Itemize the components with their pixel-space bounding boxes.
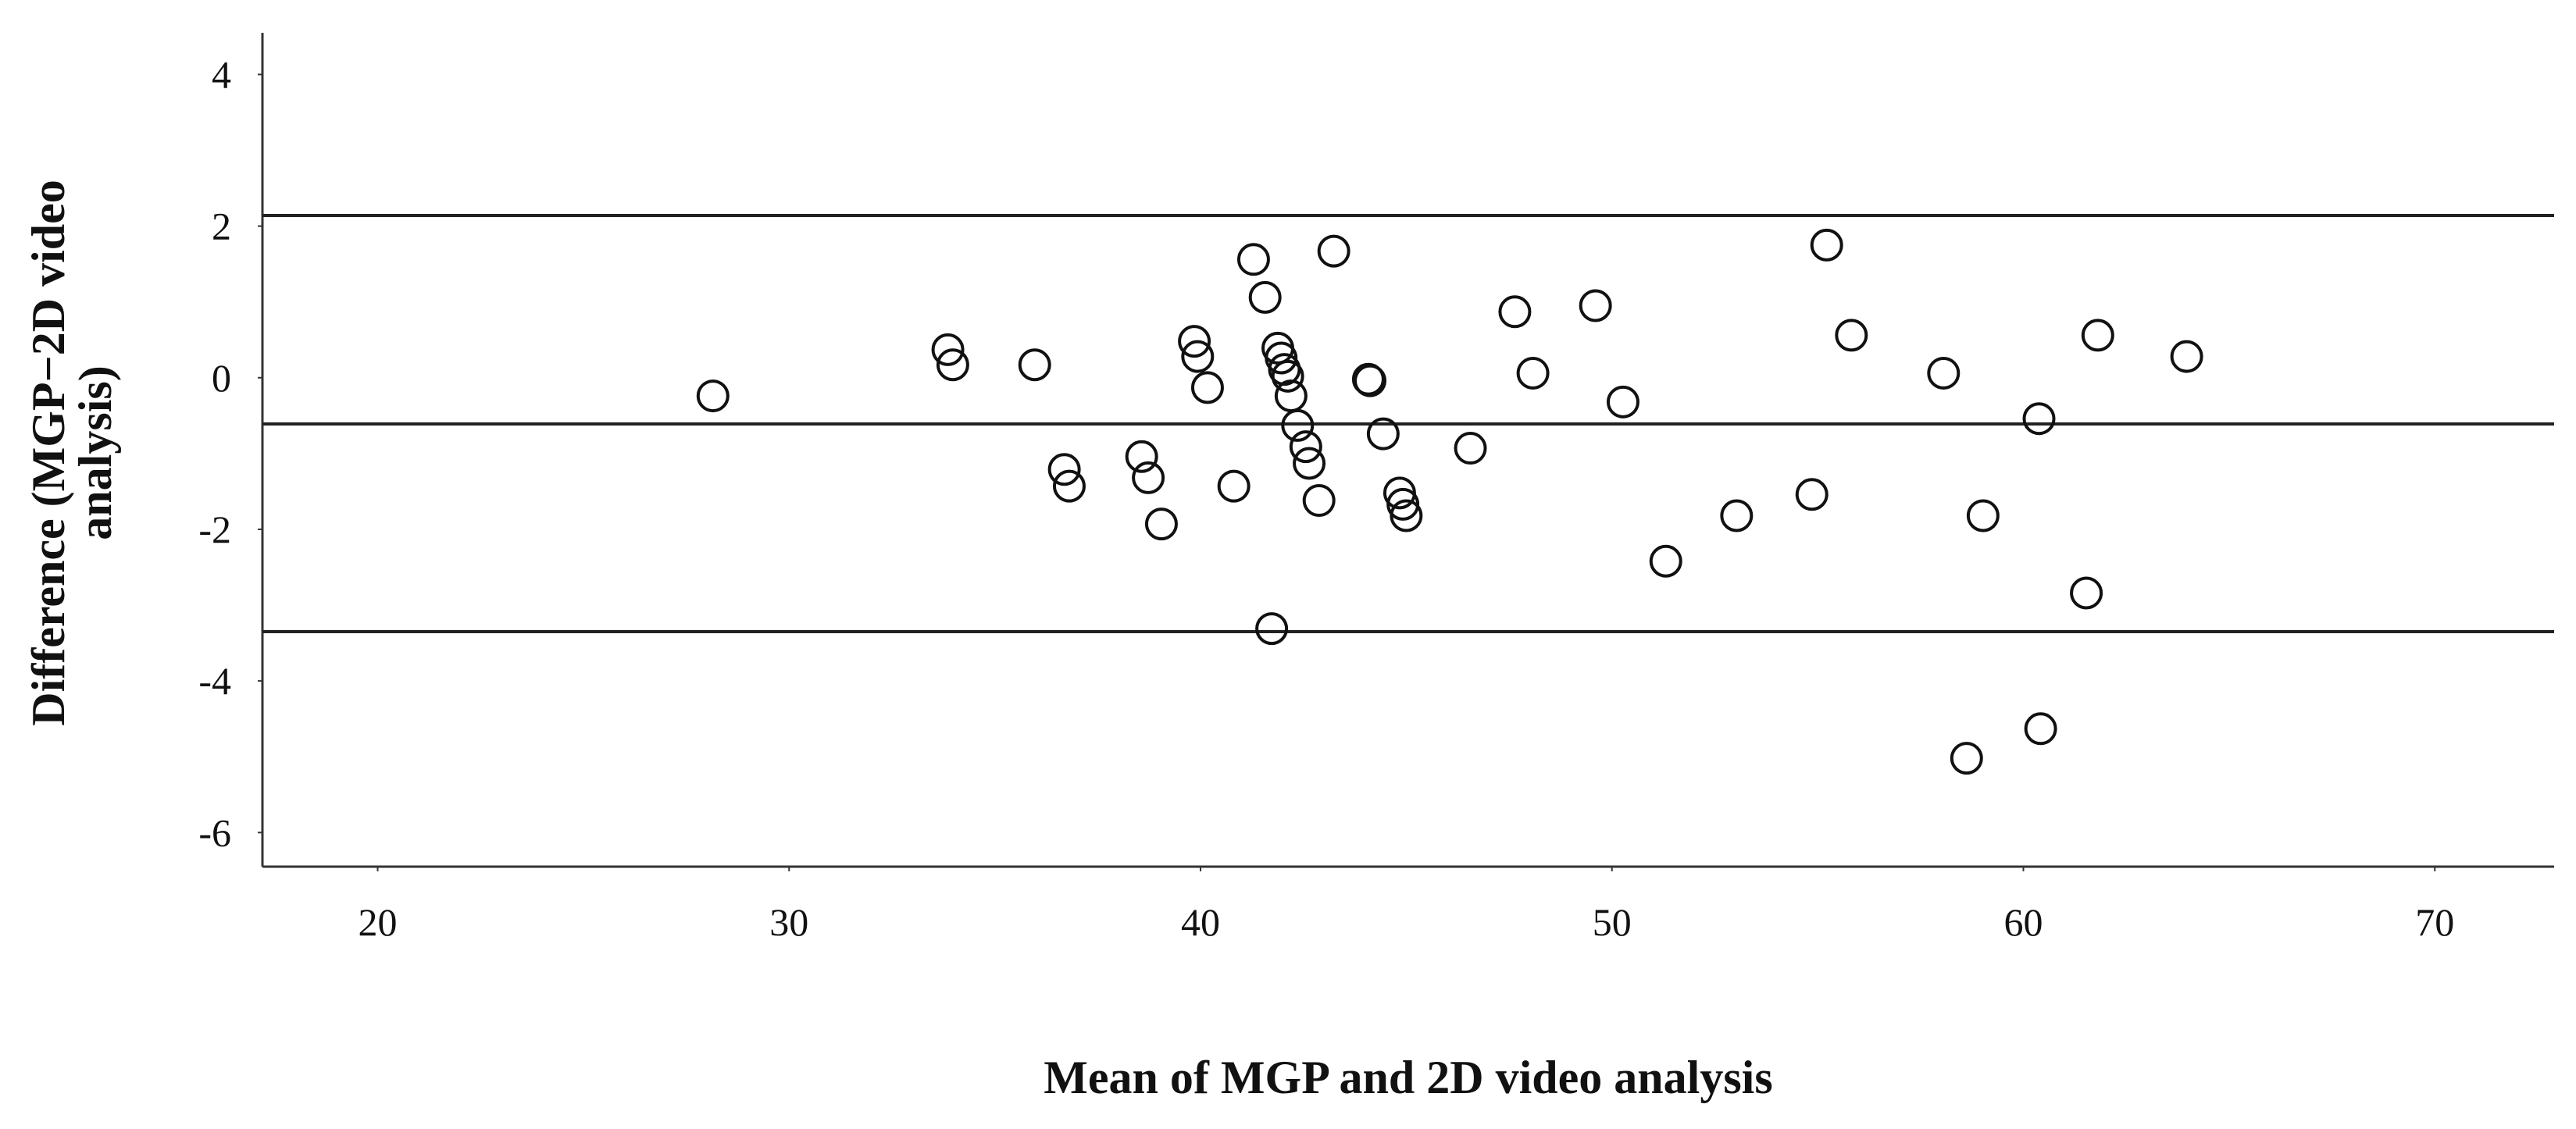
point (1255, 612, 1289, 646)
y-axis-label: analysis) (70, 365, 121, 540)
point (1181, 340, 1215, 373)
point (1144, 508, 1178, 541)
point (931, 333, 965, 366)
point (1132, 461, 1165, 494)
point (1927, 356, 1961, 390)
point (1236, 243, 1270, 276)
point (1178, 325, 1211, 358)
point (1354, 364, 1387, 397)
point (1390, 499, 1423, 532)
point (1052, 469, 1086, 503)
point (1835, 319, 1868, 352)
point (1498, 295, 1532, 329)
point (1289, 430, 1322, 464)
point (1579, 289, 1612, 322)
point (936, 348, 969, 382)
y-tick-label: -6 (198, 810, 231, 854)
point (1217, 469, 1251, 503)
point (1720, 499, 1754, 532)
y-tick-label: -4 (198, 659, 231, 703)
x-tick-label: 60 (2003, 900, 2043, 944)
x-tick-label: 70 (2415, 900, 2454, 944)
point (2022, 402, 2056, 436)
x-tick-label: 40 (1181, 900, 1220, 944)
point (2070, 576, 2103, 610)
x-axis-label: Mean of MGP and 2D video analysis (1044, 1052, 1772, 1103)
point (1810, 228, 1843, 262)
y-tick-label: 2 (212, 205, 231, 248)
point (1950, 742, 1983, 775)
point (1047, 453, 1081, 486)
point (1274, 379, 1308, 413)
x-tick-label: 20 (358, 900, 397, 944)
point (1649, 544, 1682, 578)
point (1795, 478, 1829, 511)
x-tick-label: 30 (769, 900, 808, 944)
point (1293, 447, 1326, 480)
point (1516, 356, 1550, 390)
y-axis-label: Difference (MGP−2D video (23, 180, 74, 726)
point (1271, 359, 1304, 393)
point (1454, 432, 1487, 465)
point (1317, 234, 1350, 268)
y-tick-label: -2 (198, 508, 231, 551)
point (1606, 385, 1639, 418)
point (2170, 340, 2203, 373)
point (2081, 319, 2114, 352)
point (1302, 484, 1336, 518)
point (1248, 280, 1282, 314)
point (1125, 440, 1158, 473)
point (1281, 408, 1315, 442)
point (2024, 712, 2057, 746)
y-tick-label: 0 (212, 356, 231, 400)
y-tick-label: 4 (212, 52, 231, 96)
x-tick-label: 50 (1593, 900, 1632, 944)
point (1190, 371, 1224, 404)
point (696, 379, 730, 413)
point (1018, 348, 1051, 382)
point (1966, 499, 2000, 532)
point (1366, 417, 1400, 451)
